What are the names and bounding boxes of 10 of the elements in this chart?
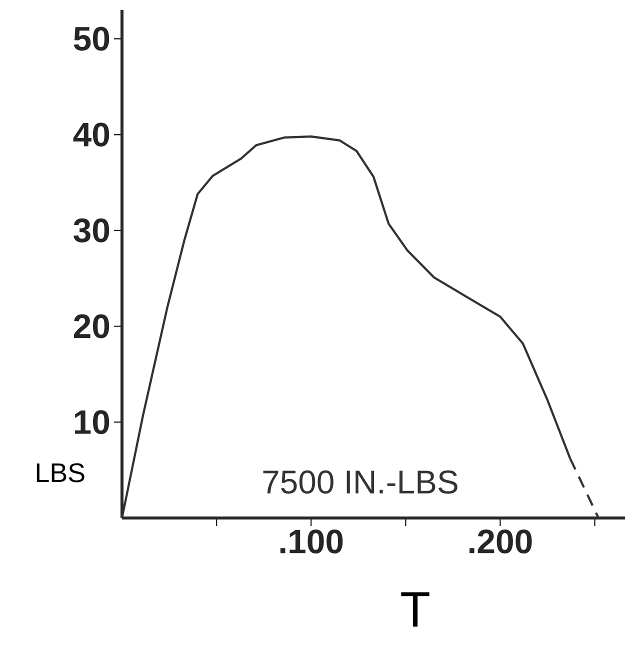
y-tick-label: 20 xyxy=(74,314,110,338)
y-tick-label: 10 xyxy=(74,410,110,434)
x-tick-label: .100 xyxy=(280,530,343,554)
y-tick-label: 40 xyxy=(73,122,110,147)
y-axis-title: LBS xyxy=(36,463,84,482)
annotation: 7500 IN.-LBS xyxy=(263,470,458,494)
y-tick-label: 30 xyxy=(74,218,110,242)
y-tick-label: 50 xyxy=(74,26,110,51)
x-axis-title: T xyxy=(401,592,430,627)
x-tick-label: .200 xyxy=(470,530,532,554)
